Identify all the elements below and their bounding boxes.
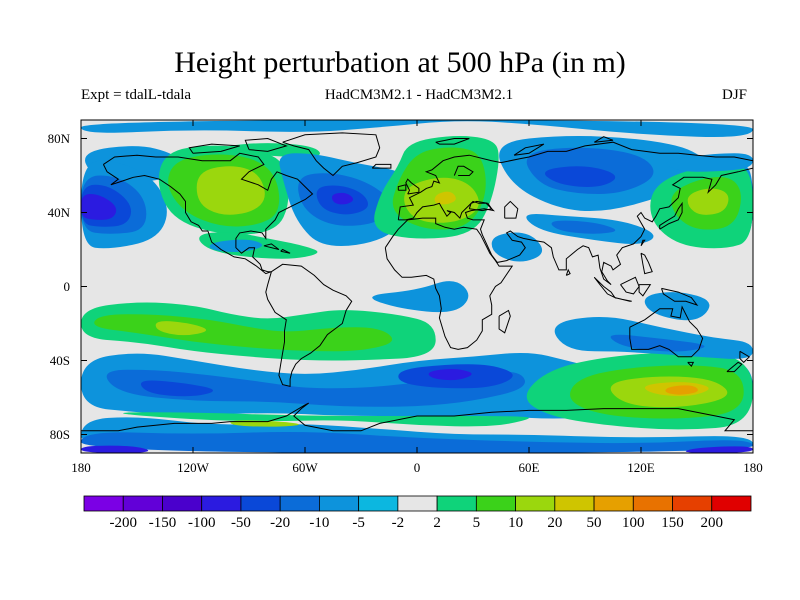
colorbar-label: -20 xyxy=(260,514,300,532)
lon-tick-label: 120W xyxy=(163,461,223,475)
lon-tick-label: 180 xyxy=(723,461,783,475)
colorbar-label: -100 xyxy=(182,514,222,532)
colorbar-box xyxy=(633,496,672,511)
colorbar-label: -5 xyxy=(339,514,379,532)
colorbar-box xyxy=(319,496,358,511)
colorbar-box xyxy=(437,496,476,511)
colorbar-box xyxy=(123,496,162,511)
colorbar-label: -50 xyxy=(221,514,261,532)
lat-tick-label: 40N xyxy=(0,206,70,220)
colorbar-label: -10 xyxy=(299,514,339,532)
colorbar-label: -2 xyxy=(378,514,418,532)
colorbar-box xyxy=(162,496,201,511)
colorbar-box xyxy=(359,496,398,511)
colorbar-box xyxy=(202,496,241,511)
colorbar-box xyxy=(476,496,515,511)
colorbar-box xyxy=(241,496,280,511)
lat-tick-label: 40S xyxy=(0,354,70,368)
colorbar-label: -200 xyxy=(103,514,143,532)
colorbar xyxy=(84,496,751,511)
colorbar-label: 150 xyxy=(653,514,693,532)
lon-tick-label: 60W xyxy=(275,461,335,475)
colorbar-box xyxy=(398,496,437,511)
colorbar-label: 200 xyxy=(692,514,732,532)
colorbar-box xyxy=(84,496,123,511)
colorbar-box xyxy=(280,496,319,511)
lat-tick-label: 0 xyxy=(0,280,70,294)
colorbar-box xyxy=(673,496,712,511)
colorbar-box xyxy=(516,496,555,511)
colorbar-label: 100 xyxy=(613,514,653,532)
lat-tick-label: 80S xyxy=(0,428,70,442)
colorbar-box xyxy=(712,496,751,511)
colorbar-label: 10 xyxy=(496,514,536,532)
colorbar-box xyxy=(555,496,594,511)
colorbar-label: 2 xyxy=(417,514,457,532)
lon-tick-label: 0 xyxy=(387,461,447,475)
colorbar-label: 20 xyxy=(535,514,575,532)
contour-region xyxy=(197,166,265,214)
lon-tick-label: 180 xyxy=(51,461,111,475)
lon-tick-label: 120E xyxy=(611,461,671,475)
map-canvas xyxy=(0,0,800,600)
lat-tick-label: 80N xyxy=(0,132,70,146)
colorbar-label: -150 xyxy=(142,514,182,532)
colorbar-label: 5 xyxy=(456,514,496,532)
colorbar-label: 50 xyxy=(574,514,614,532)
colorbar-box xyxy=(594,496,633,511)
lon-tick-label: 60E xyxy=(499,461,559,475)
